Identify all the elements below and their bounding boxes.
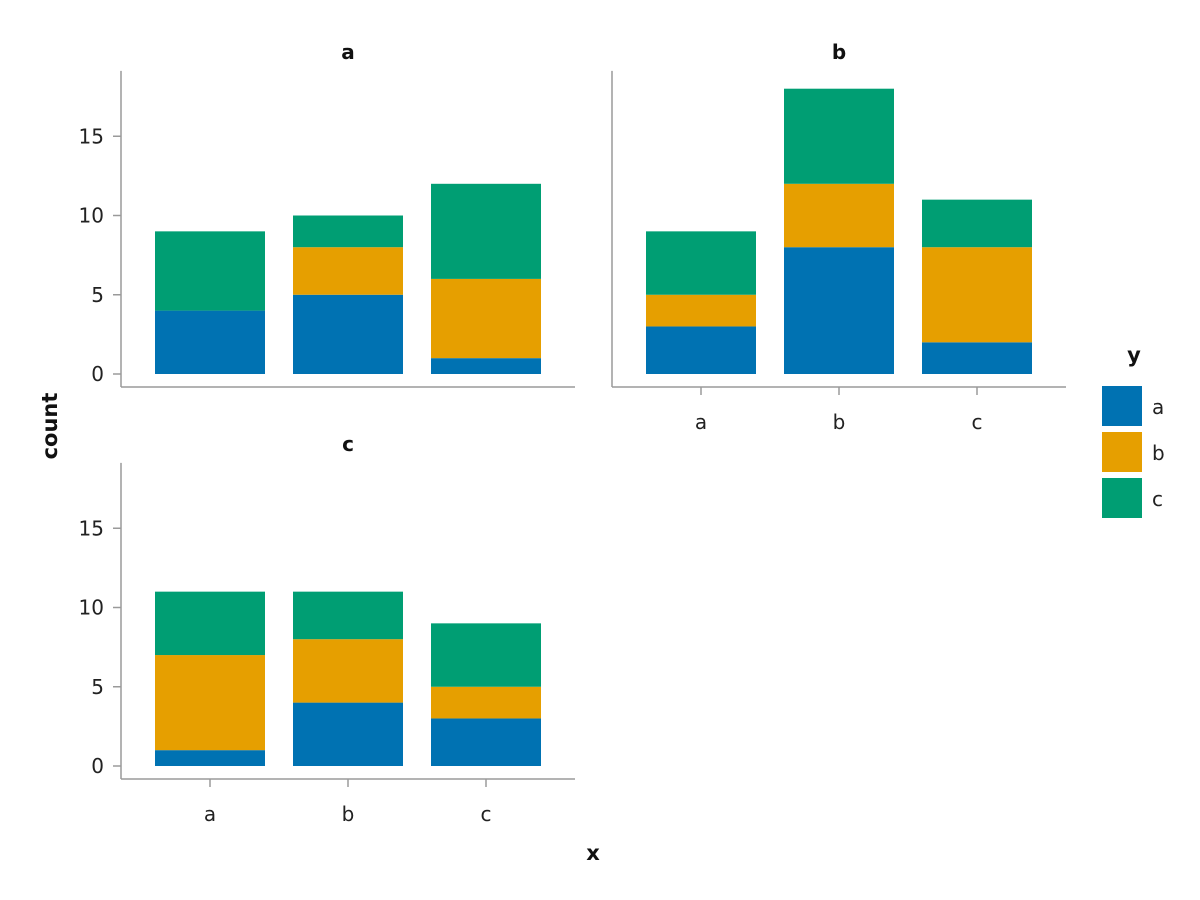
bar-a-c-b — [431, 278, 541, 359]
bar-b-b-a — [784, 247, 894, 374]
bar-c-c-c — [431, 623, 541, 687]
bar-a-c-c — [431, 183, 541, 279]
x-axis-title: x — [586, 841, 600, 865]
legend-label-c: c — [1152, 487, 1163, 511]
legend-label-a: a — [1152, 395, 1164, 419]
x-tick-label: c — [972, 410, 983, 434]
legend-swatch-c — [1102, 478, 1142, 518]
bar-c-c-a — [431, 718, 541, 766]
x-tick-label: a — [204, 802, 216, 826]
bar-b-c-c — [922, 199, 1032, 248]
panel-b: b a b c — [611, 40, 1066, 434]
bar-c-b-a — [293, 702, 403, 766]
bar-c-b-c — [293, 591, 403, 640]
bar-c-a-c — [155, 591, 265, 656]
panels: a 0 5 10 15 b a b c c 0 5 10 15 a b c — [79, 40, 1066, 826]
y-tick-label: 0 — [91, 362, 104, 386]
panel-title: a — [341, 40, 355, 64]
bar-c-a-b — [155, 655, 265, 751]
bar-b-c-a — [922, 342, 1032, 374]
y-tick-label: 5 — [91, 283, 104, 307]
bar-a-c-a — [431, 358, 541, 374]
bar-c-c-b — [431, 686, 541, 719]
panel-c: c 0 5 10 15 a b c — [79, 432, 575, 826]
y-tick-label: 10 — [79, 596, 104, 620]
legend-label-b: b — [1152, 441, 1165, 465]
bar-a-a-c — [155, 231, 265, 311]
legend-swatch-a — [1102, 386, 1142, 426]
legend: y abc — [1102, 343, 1165, 518]
bar-a-b-b — [293, 247, 403, 295]
y-tick-label: 10 — [79, 204, 104, 228]
bar-b-a-c — [646, 231, 756, 295]
y-tick-label: 5 — [91, 675, 104, 699]
bar-a-a-a — [155, 310, 265, 374]
x-tick-label: b — [833, 410, 846, 434]
bar-c-a-a — [155, 750, 265, 766]
bar-b-c-b — [922, 247, 1032, 343]
bar-b-a-a — [646, 326, 756, 374]
panel-title: b — [832, 40, 846, 64]
legend-swatch-b — [1102, 432, 1142, 472]
bar-a-b-c — [293, 215, 403, 248]
x-tick-label: c — [481, 802, 492, 826]
bar-c-b-b — [293, 639, 403, 703]
bar-b-a-b — [646, 294, 756, 327]
x-tick-label: a — [695, 410, 707, 434]
panel-a: a 0 5 10 15 — [79, 40, 575, 388]
y-tick-label: 15 — [79, 516, 104, 540]
y-axis-title: count — [38, 393, 62, 460]
bar-a-b-a — [293, 294, 403, 374]
x-tick-label: b — [342, 802, 355, 826]
bar-b-b-b — [784, 183, 894, 248]
panel-title: c — [342, 432, 354, 456]
bar-b-b-c — [784, 88, 894, 184]
y-tick-label: 15 — [79, 124, 104, 148]
y-tick-label: 0 — [91, 754, 104, 778]
legend-title: y — [1127, 343, 1141, 367]
